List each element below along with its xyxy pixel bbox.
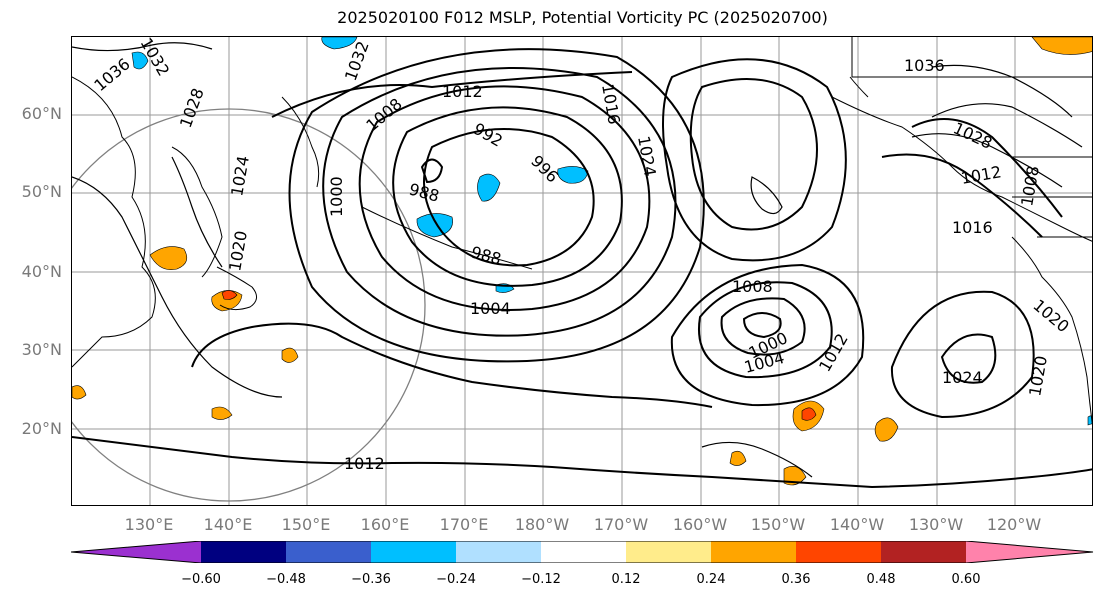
colorbar-tick-2: −0.36 <box>351 572 391 587</box>
lat-label-50n: 50°N <box>21 182 62 201</box>
colorbar-swatch-2 <box>286 541 371 563</box>
isobar-label-1000: 1000 <box>327 176 346 217</box>
isobar-label-1036-ne: 1036 <box>904 56 945 75</box>
isobar-label-1028-japan: 1028 <box>176 86 208 131</box>
isobar-label-992: 992 <box>470 119 506 151</box>
isobar-label-1008-ne: 1008 <box>1017 164 1043 207</box>
lon-label-120w: 120°W <box>986 515 1042 534</box>
lat-label-20n: 20°N <box>21 419 62 438</box>
colorbar-tick-0: −0.60 <box>181 572 221 587</box>
pv-shading-positive <box>72 37 1092 486</box>
lon-label-160w: 160°W <box>672 515 728 534</box>
isobar-label-988-b: 988 <box>469 243 503 269</box>
isobar-label-1016-ne: 1016 <box>952 218 993 237</box>
colorbar-tick-6: 0.24 <box>696 572 726 587</box>
colorbar-tick-5: 0.12 <box>611 572 641 587</box>
colorbar-swatch-7 <box>711 541 796 563</box>
gridlines <box>72 37 1092 505</box>
colorbar-swatch-8 <box>796 541 881 563</box>
lon-label-130e: 130°E <box>124 515 174 534</box>
isobar-labels: 1012 1008 992 996 988 988 1000 1004 1012… <box>90 37 1072 473</box>
colorbar-swatch-10 <box>966 541 1093 563</box>
isobar-label-1012-bottom: 1012 <box>344 454 385 473</box>
lon-label-180w: 180°W <box>514 515 570 534</box>
isobar-label-1012-center: 1012 <box>815 330 852 375</box>
lat-label-40n: 40°N <box>21 262 62 281</box>
colorbar-swatch-3 <box>371 541 456 563</box>
thin-isolines <box>72 42 1083 478</box>
isobar-label-1024-mid: 1024 <box>634 134 660 177</box>
lon-label-140e: 140°E <box>203 515 253 534</box>
colorbar-swatch-9 <box>881 541 966 563</box>
map-title: 2025020100 F012 MSLP, Potential Vorticit… <box>337 8 828 27</box>
lon-label-170w: 170°W <box>593 515 649 534</box>
colorbar-swatch-4 <box>456 541 541 563</box>
isobar-label-996: 996 <box>527 151 562 186</box>
colorbar-swatch-5 <box>541 541 626 563</box>
isobar-label-1024-east: 1024 <box>942 368 983 387</box>
lon-label-160e: 160°E <box>360 515 410 534</box>
colorbar-tick-9: 0.60 <box>951 572 981 587</box>
colorbar-outline <box>71 541 1094 563</box>
isobar-label-1012-top: 1012 <box>442 82 483 101</box>
colorbar-swatch-0 <box>71 541 201 563</box>
lon-label-150w: 150°W <box>750 515 806 534</box>
isobar-label-1004: 1004 <box>470 299 511 318</box>
colorbar-tick-8: 0.48 <box>866 572 896 587</box>
isobar-label-1020-coast: 1020 <box>1029 296 1072 337</box>
lat-label-60n: 60°N <box>21 104 62 123</box>
lon-label-170e: 170°E <box>439 515 489 534</box>
colorbar-tick-3: −0.24 <box>436 572 476 587</box>
isobar-label-1020-east: 1020 <box>1025 354 1051 397</box>
lon-label-150e: 150°E <box>281 515 331 534</box>
isobar-label-1028-ne: 1028 <box>950 118 995 152</box>
colorbar-swatch-6 <box>626 541 711 563</box>
lon-label-140w: 140°W <box>829 515 885 534</box>
map-panel: 1012 1008 992 996 988 988 1000 1004 1012… <box>71 36 1093 506</box>
isobar-label-1016: 1016 <box>598 82 624 125</box>
colorbar <box>71 541 1094 563</box>
range-circle <box>72 108 426 502</box>
isobar-label-1008-center: 1008 <box>732 277 773 296</box>
colorbar-tick-4: −0.12 <box>521 572 561 587</box>
pv-shading-negative <box>131 37 1092 426</box>
isobar-label-988-a: 988 <box>407 180 441 206</box>
map-canvas: 1012 1008 992 996 988 988 1000 1004 1012… <box>72 37 1092 505</box>
isobar-label-1012-ne: 1012 <box>959 162 1002 188</box>
isobars <box>72 48 1092 489</box>
isobar-label-1036-nw: 1036 <box>90 54 133 95</box>
lat-label-30n: 30°N <box>21 340 62 359</box>
colorbar-swatch-1 <box>201 541 286 563</box>
lon-label-130w: 130°W <box>908 515 964 534</box>
isobar-label-1024-japan: 1024 <box>227 154 253 197</box>
colorbar-tick-1: −0.48 <box>266 572 306 587</box>
colorbar-tick-7: 0.36 <box>781 572 811 587</box>
